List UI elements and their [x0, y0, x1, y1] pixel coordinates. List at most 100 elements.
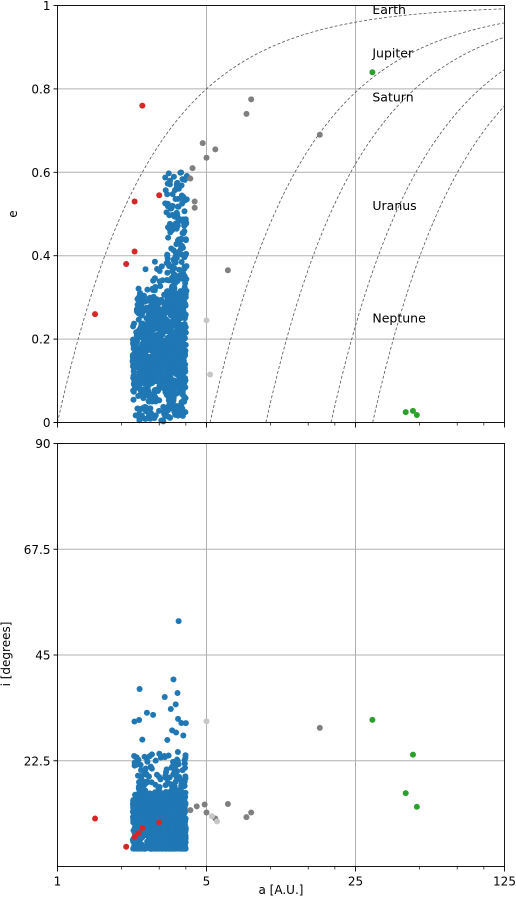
data-point	[146, 834, 153, 841]
y-tick-label: 0.4	[31, 249, 50, 263]
data-point	[167, 706, 174, 713]
data-point	[132, 412, 139, 419]
data-point	[139, 814, 146, 821]
data-point	[181, 379, 188, 386]
data-point	[402, 409, 409, 416]
data-point	[177, 236, 184, 243]
data-point	[156, 192, 163, 199]
data-point	[174, 363, 181, 369]
bottom-scatter-points	[92, 618, 420, 852]
data-point	[181, 208, 188, 215]
data-point	[162, 174, 169, 181]
data-point	[172, 701, 179, 708]
data-point	[143, 709, 150, 716]
data-point	[164, 277, 171, 284]
data-point	[409, 407, 416, 414]
data-point	[203, 317, 210, 324]
data-point	[243, 814, 250, 821]
data-point	[182, 324, 189, 331]
data-point	[155, 828, 162, 835]
data-point	[171, 795, 178, 802]
data-point	[137, 835, 144, 842]
data-point	[176, 266, 183, 273]
data-point	[156, 317, 163, 324]
data-point	[213, 818, 220, 825]
data-point	[135, 393, 142, 400]
data-point	[173, 729, 180, 736]
data-point	[130, 396, 137, 403]
data-point	[174, 203, 181, 210]
data-point	[139, 102, 146, 109]
data-point	[138, 412, 145, 419]
data-point	[158, 796, 165, 803]
top-y-axis-label: e	[6, 210, 20, 217]
data-point	[92, 311, 99, 318]
data-point	[141, 753, 148, 760]
data-point	[189, 165, 196, 172]
data-point	[193, 803, 200, 810]
data-point	[139, 824, 146, 831]
data-point	[137, 386, 144, 393]
data-point	[168, 764, 175, 771]
data-point	[161, 812, 168, 819]
data-point	[409, 751, 416, 758]
data-point	[135, 785, 142, 792]
data-point	[145, 382, 152, 389]
data-point	[153, 374, 160, 381]
data-point	[148, 751, 155, 758]
data-point	[160, 370, 167, 377]
data-point	[146, 361, 153, 368]
data-point	[182, 237, 189, 244]
data-point	[177, 371, 184, 378]
data-point	[182, 815, 189, 822]
data-point	[139, 364, 146, 371]
y-tick-label: 0.2	[31, 333, 50, 347]
data-point	[162, 825, 169, 832]
data-point	[174, 749, 181, 756]
planet-curve	[265, 36, 505, 423]
data-point	[170, 811, 177, 818]
data-point	[170, 282, 177, 289]
data-point	[145, 398, 152, 405]
data-point	[175, 618, 182, 625]
data-point	[178, 720, 185, 727]
data-point	[208, 813, 215, 820]
data-point	[142, 298, 149, 305]
data-point	[182, 824, 189, 831]
data-point	[166, 319, 173, 326]
data-point	[144, 286, 151, 293]
data-point	[212, 146, 219, 153]
data-point	[165, 383, 172, 390]
x-tick-label: 25	[348, 875, 363, 889]
data-point	[153, 810, 160, 817]
data-point	[156, 750, 163, 757]
data-point	[154, 366, 161, 373]
data-point	[123, 261, 130, 268]
data-point	[167, 414, 174, 421]
data-point	[181, 222, 188, 229]
data-point	[224, 800, 231, 807]
data-point	[180, 732, 187, 739]
data-point	[138, 332, 145, 339]
y-tick-label: 0	[43, 416, 51, 430]
data-point	[156, 268, 163, 275]
data-point	[177, 169, 184, 176]
top-curve-labels: Earth Jupiter Saturn Uranus Neptune	[371, 2, 426, 326]
data-point	[152, 412, 159, 419]
data-point	[150, 293, 157, 300]
data-point	[160, 305, 167, 312]
data-point	[191, 204, 198, 211]
data-point	[224, 267, 231, 274]
data-point	[172, 411, 179, 418]
data-point	[169, 405, 176, 412]
data-point	[161, 365, 168, 372]
data-point	[135, 830, 142, 837]
data-point	[179, 412, 186, 419]
data-point	[172, 778, 179, 785]
y-tick-label: 22.5	[24, 754, 51, 768]
data-point	[148, 791, 155, 798]
data-point	[149, 805, 156, 812]
data-point	[133, 814, 140, 821]
data-point	[182, 253, 189, 260]
data-point	[203, 154, 210, 161]
